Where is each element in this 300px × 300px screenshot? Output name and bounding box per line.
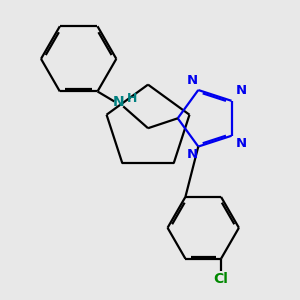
- Text: N: N: [236, 84, 247, 98]
- Text: N: N: [187, 74, 198, 87]
- Text: N: N: [236, 137, 247, 150]
- Text: H: H: [127, 92, 137, 105]
- Text: Cl: Cl: [214, 272, 229, 286]
- Text: N: N: [187, 148, 198, 161]
- Text: N: N: [112, 95, 124, 110]
